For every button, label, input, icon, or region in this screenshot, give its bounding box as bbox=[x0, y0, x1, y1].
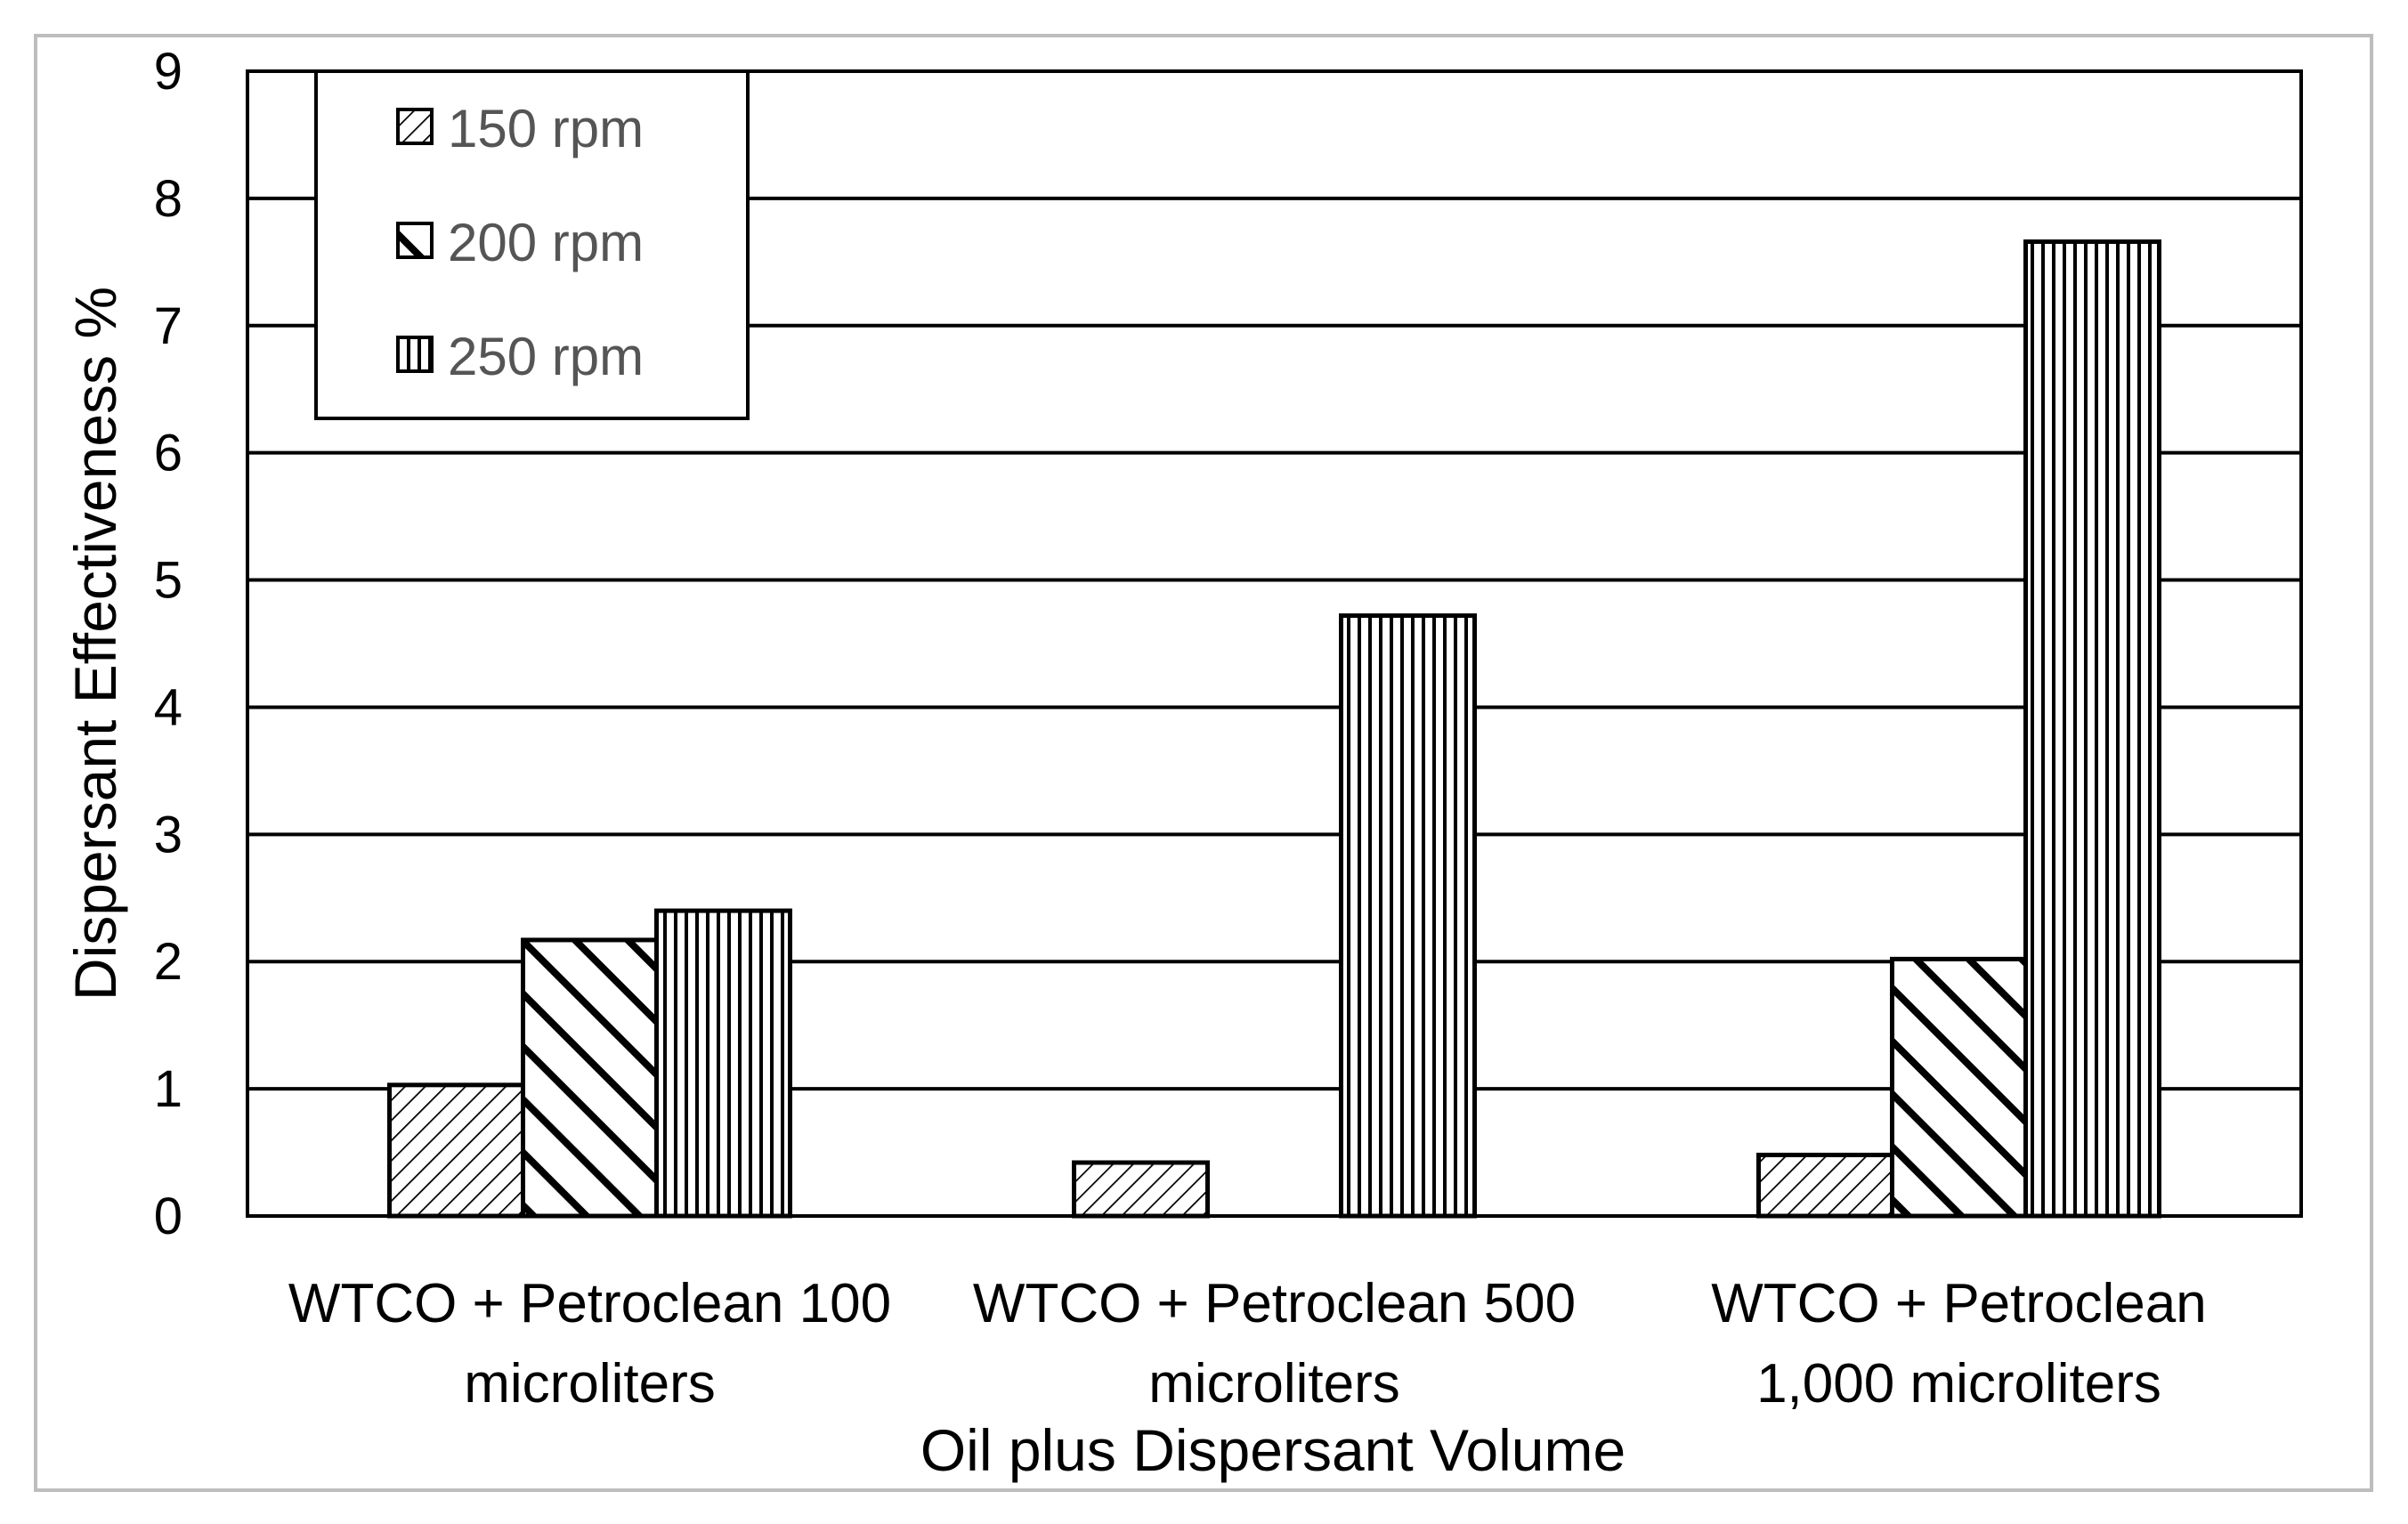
plot-area-border bbox=[246, 69, 2303, 1218]
legend-swatch bbox=[396, 336, 434, 373]
bars bbox=[387, 239, 2161, 1219]
x-category-label: microliters bbox=[1148, 1353, 1399, 1415]
bar-200-rpm-cat3 bbox=[1890, 956, 2028, 1219]
legend-box bbox=[314, 69, 750, 420]
x-axis-title: Oil plus Dispersant Volume bbox=[920, 1417, 1626, 1483]
bar-200-rpm-cat1 bbox=[521, 937, 659, 1219]
bar-150-rpm-cat3 bbox=[1756, 1152, 1894, 1219]
y-tick-label: 9 bbox=[154, 43, 182, 101]
y-tick-label: 0 bbox=[154, 1188, 182, 1245]
x-category-label: 1,000 microliters bbox=[1756, 1353, 2161, 1415]
x-category-label: WTCO + Petroclean 500 bbox=[973, 1273, 1576, 1334]
x-axis-categories: WTCO + Petroclean 100 microliters WTCO + P… bbox=[288, 1273, 2207, 1415]
y-axis-ticks: 0 1 2 3 4 5 6 7 8 9 bbox=[154, 43, 182, 1245]
chart-frame bbox=[34, 34, 2373, 1492]
x-category-label: WTCO + Petroclean 100 bbox=[288, 1273, 891, 1334]
legend-label: 200 rpm bbox=[448, 213, 644, 272]
bar-250-rpm-cat1 bbox=[654, 908, 792, 1219]
legend-label: 150 rpm bbox=[448, 99, 644, 158]
y-tick-label: 3 bbox=[154, 806, 182, 863]
bar-150-rpm-cat2 bbox=[1072, 1160, 1210, 1219]
y-tick-label: 2 bbox=[154, 933, 182, 991]
y-axis-title: Dispersant Effectiveness % bbox=[62, 287, 128, 1001]
y-tick-label: 1 bbox=[154, 1060, 182, 1118]
bar-150-rpm-cat1 bbox=[387, 1082, 525, 1219]
y-tick-label: 5 bbox=[154, 552, 182, 610]
legend-swatch bbox=[396, 108, 434, 145]
x-category-label: microliters bbox=[464, 1353, 715, 1415]
legend: 150 rpm 200 rpm 250 rpm bbox=[314, 69, 750, 420]
y-tick-label: 4 bbox=[154, 678, 182, 736]
bar-250-rpm-cat3 bbox=[2023, 239, 2161, 1219]
x-category-label: WTCO + Petroclean bbox=[1711, 1273, 2206, 1334]
y-tick-label: 8 bbox=[154, 170, 182, 228]
bar-250-rpm-cat2 bbox=[1339, 613, 1477, 1219]
y-tick-label: 7 bbox=[154, 297, 182, 355]
y-tick-label: 6 bbox=[154, 425, 182, 482]
legend-swatch bbox=[396, 222, 434, 259]
legend-label: 250 rpm bbox=[448, 327, 644, 386]
